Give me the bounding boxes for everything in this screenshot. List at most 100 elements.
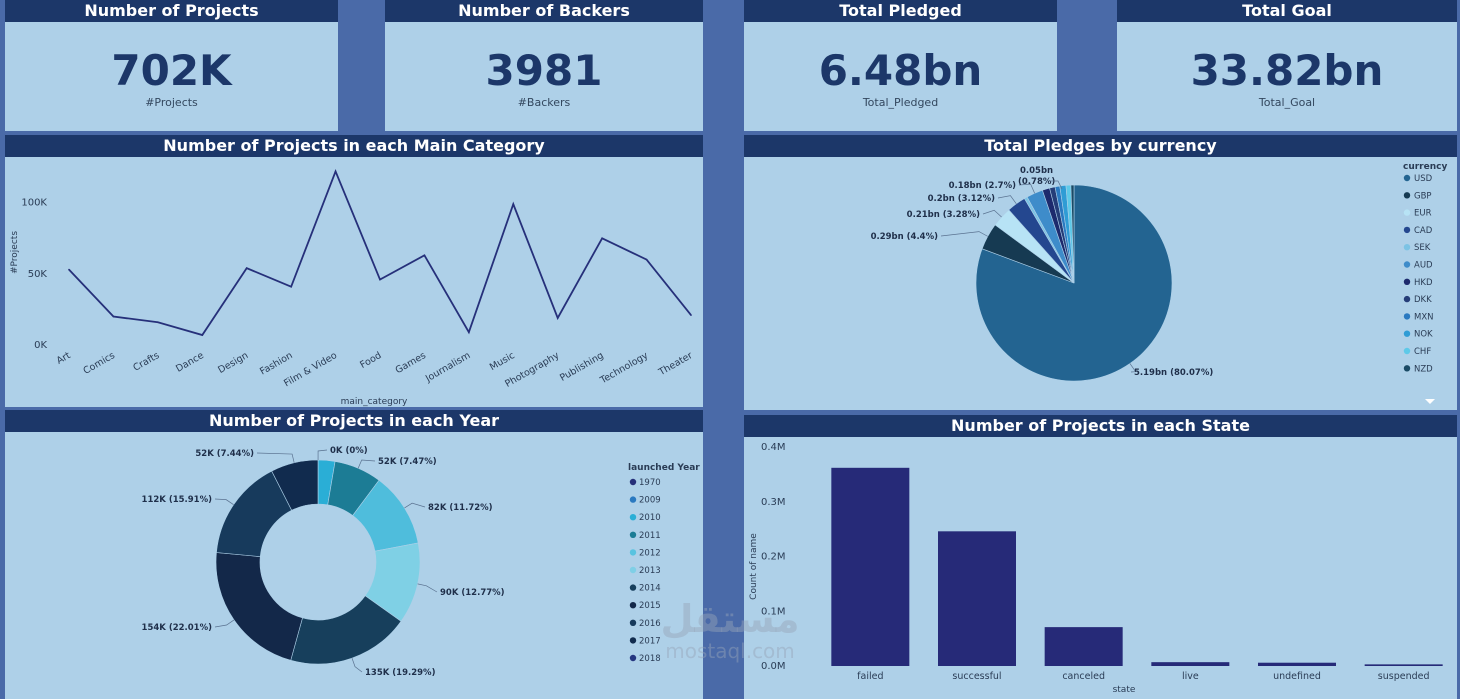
category-point	[112, 315, 115, 318]
x-tick-label: Music	[488, 350, 517, 373]
donut-data-label: 112K (15.91%)	[142, 495, 213, 505]
y-tick-label: 100K	[21, 198, 47, 209]
pie-legend-label: MXN	[1414, 312, 1434, 322]
kpi-value: 702K	[111, 46, 232, 95]
pie-legend-label: CAD	[1414, 226, 1433, 236]
pie-legend-title: currency	[1403, 162, 1447, 172]
category-point	[690, 314, 692, 316]
pie-data-label: 0.21bn (3.28%)	[907, 210, 980, 220]
pie-legend-label: NZD	[1414, 364, 1433, 374]
donut-legend-label: 2017	[639, 636, 661, 646]
donut-legend-marker	[629, 566, 637, 574]
pie-data-label: 0.2bn (3.12%)	[928, 194, 996, 204]
donut-data-label: 82K (11.72%)	[428, 503, 493, 513]
currency-pie-chart: 5.19bn (80.07%) 0.29bn (4.4%) 0.21bn (3.28…	[871, 162, 1447, 404]
donut-legend-label: 2011	[639, 531, 661, 541]
pie-data-label: 0.29bn (4.4%)	[871, 232, 939, 242]
pie-legend-label: DKK	[1414, 295, 1432, 305]
donut-data-label: 90K (12.77%)	[440, 588, 505, 598]
donut-data-label: 154K (22.01%)	[142, 623, 213, 633]
bar-undefined	[1258, 662, 1336, 666]
donut-legend-label: 1970	[639, 478, 661, 488]
pie-legend-marker	[1403, 209, 1411, 216]
x-tick-label: suspended	[1378, 671, 1430, 682]
pie-legend-marker	[1403, 174, 1411, 182]
x-axis-title: state	[1113, 685, 1136, 695]
state-chart-panel: Number of Projects in each State 0.0M 0.1…	[744, 415, 1457, 699]
donut-legend-title: launched Year	[628, 463, 700, 473]
pie-legend-marker	[1403, 192, 1411, 199]
donut-legend-label: 2009	[639, 496, 661, 506]
y-axis-title: #Projects	[10, 231, 20, 274]
bar-suspended	[1364, 664, 1443, 666]
kpi-subtitle: Total_Goal	[1258, 96, 1316, 109]
pie-legend-label: GBP	[1414, 191, 1432, 201]
category-point	[68, 268, 70, 271]
triangle-down-icon	[1425, 399, 1435, 404]
x-tick-label: Publishing	[558, 350, 606, 384]
pie-leader-line	[940, 231, 988, 237]
pie-legend-label: CHF	[1414, 347, 1431, 357]
category-point	[245, 267, 248, 269]
pie-legend-marker	[1403, 278, 1411, 285]
donut-data-label: 0K (0%)	[330, 446, 368, 456]
pie-legend-marker	[1403, 261, 1411, 268]
donut-data-label: 52K (7.47%)	[378, 457, 437, 467]
x-tick-label: Comics	[82, 350, 117, 377]
x-tick-label: Games	[394, 350, 428, 376]
donut-legend-label: 2013	[639, 566, 661, 576]
pie-legend-label: AUD	[1414, 261, 1433, 271]
category-point	[556, 317, 559, 319]
pie-legend-marker	[1403, 244, 1411, 251]
pie-legend-marker	[1403, 313, 1411, 320]
y-tick-label: 0.1M	[761, 606, 786, 617]
category-point	[423, 254, 426, 257]
x-tick-label: canceled	[1062, 671, 1105, 682]
pie-leader-line	[1129, 363, 1137, 373]
category-line-chart: 0K 50K 100K #Projects main_category Art Comics…	[10, 168, 695, 407]
x-tick-label: Technology	[598, 350, 651, 387]
pie-legend-label: SEK	[1414, 243, 1431, 253]
kpi-card-goal: Total Goal 33.82bn Total_Goal	[1117, 0, 1457, 131]
bar-live	[1151, 662, 1230, 666]
kpi-value: 33.82bn	[1190, 46, 1384, 95]
donut-legend-marker	[629, 637, 637, 644]
y-tick-label: 0.0M	[761, 661, 786, 672]
donut-leader-line	[404, 502, 426, 509]
category-point	[201, 334, 204, 336]
kpi-title: Number of Backers	[385, 0, 703, 22]
pie-leader-line	[1018, 183, 1035, 194]
y-tick-label: 50K	[28, 269, 48, 280]
x-tick-label: live	[1182, 671, 1199, 682]
y-tick-label: 0.2M	[761, 552, 786, 563]
pie-legend-marker	[1403, 365, 1411, 372]
kpi-title: Total Pledged	[744, 0, 1057, 22]
currency-chart-title: Total Pledges by currency	[744, 135, 1457, 157]
pie-legend-label: EUR	[1414, 209, 1432, 219]
pie-data-label: 5.19bn (80.07%)	[1134, 368, 1213, 378]
donut-leader-line	[351, 658, 363, 673]
donut-legend-marker	[629, 496, 637, 503]
y-tick-label: 0.4M	[761, 442, 786, 453]
kpi-card-pledged: Total Pledged 6.48bn Total_Pledged	[744, 0, 1057, 131]
donut-leader-line	[417, 583, 438, 593]
x-tick-label: undefined	[1273, 671, 1321, 682]
bar-successful	[938, 531, 1016, 666]
kpi-card-projects: Number of Projects 702K #Projects	[5, 0, 338, 131]
category-point	[379, 278, 381, 281]
kpi-title: Total Goal	[1117, 0, 1457, 22]
pie-legend-label: HKD	[1414, 278, 1433, 288]
donut-leader-line	[214, 619, 235, 628]
kpi-subtitle: Total_Pledged	[862, 96, 939, 109]
pie-leader-line	[997, 195, 1017, 204]
donut-legend-marker	[629, 478, 637, 486]
y-tick-label: 0.3M	[761, 497, 786, 508]
donut-legend-marker	[629, 514, 637, 521]
donut-legend-label: 2014	[639, 584, 661, 594]
pie-legend-marker	[1403, 295, 1411, 303]
pie-legend-marker	[1403, 226, 1411, 234]
pie-data-label: 0.05bn	[1020, 166, 1053, 176]
kpi-card-backers: Number of Backers 3981 #Backers	[385, 0, 703, 131]
donut-leader-line	[357, 459, 376, 469]
pie-data-label: (0.78%)	[1018, 177, 1055, 187]
